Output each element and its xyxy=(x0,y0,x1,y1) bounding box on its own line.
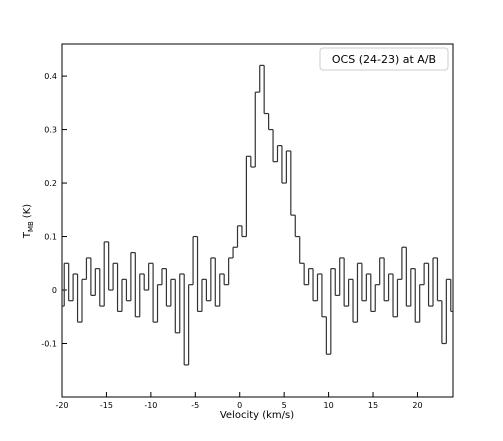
x-tick-label: -20 xyxy=(55,401,68,410)
x-tick-label: 5 xyxy=(282,401,287,410)
y-tick-label: 0.1 xyxy=(44,233,57,242)
y-label-main: T xyxy=(22,231,33,239)
x-tick-label: -15 xyxy=(100,401,113,410)
x-tick-label: -5 xyxy=(191,401,199,410)
y-tick-label: 0 xyxy=(52,286,57,295)
y-tick-label: -0.1 xyxy=(41,340,57,349)
plot-frame xyxy=(61,43,454,398)
y-tick-label: 0.2 xyxy=(44,179,57,188)
x-tick-label: -10 xyxy=(144,401,157,410)
x-tick-label: 10 xyxy=(323,401,333,410)
x-axis-label: Velocity (km/s) xyxy=(220,410,294,421)
legend-label: OCS (24-23) at A/B xyxy=(332,53,436,66)
y-label-unit: (K) xyxy=(22,204,33,218)
y-tick-label: 0.3 xyxy=(44,126,57,135)
y-tick-label: 0.4 xyxy=(44,72,57,81)
x-tick-label: 20 xyxy=(412,401,422,410)
y-label-sub: MB xyxy=(27,221,35,232)
legend-box xyxy=(319,47,449,71)
x-tick-label: 15 xyxy=(368,401,378,410)
y-axis-label: TMB (K) xyxy=(22,204,35,239)
x-tick-label: 0 xyxy=(237,401,242,410)
